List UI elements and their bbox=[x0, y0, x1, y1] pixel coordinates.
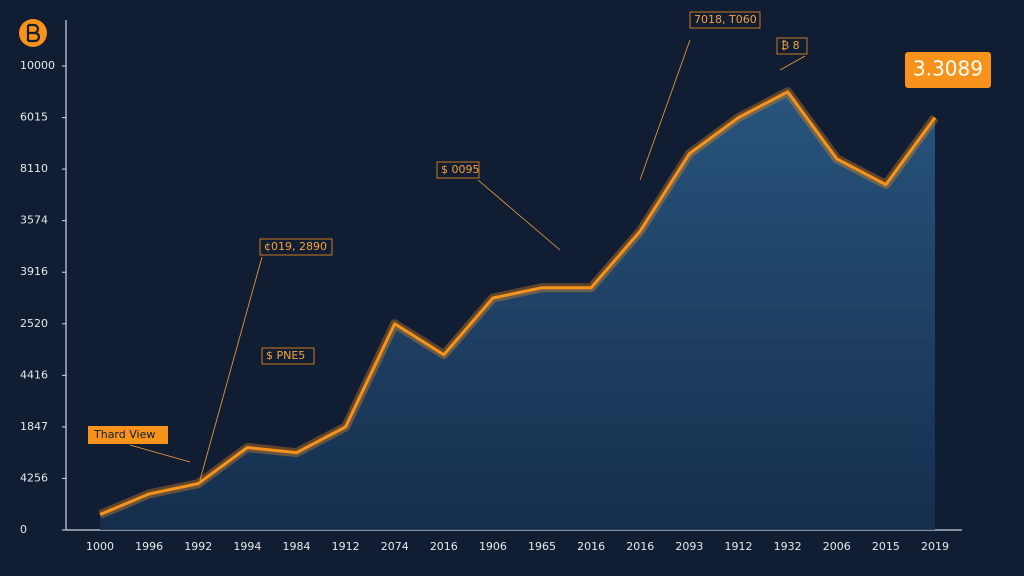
leader-line bbox=[129, 444, 191, 463]
x-tick-label: 1992 bbox=[184, 540, 212, 553]
y-tick-label: 3574 bbox=[20, 214, 48, 227]
y-tick-label: 8110 bbox=[20, 162, 48, 175]
x-tick-label: 1984 bbox=[282, 540, 310, 553]
annotation-box bbox=[776, 37, 808, 55]
y-tick-label: 2520 bbox=[20, 317, 48, 330]
x-tick-label: 2016 bbox=[577, 540, 605, 553]
annotation-box bbox=[436, 161, 480, 179]
x-tick-label: 1912 bbox=[332, 540, 360, 553]
y-tick-label: 10000 bbox=[20, 59, 55, 72]
annotation-box bbox=[905, 52, 991, 88]
annotation: 3.3089 bbox=[913, 57, 983, 81]
x-tick-label: 1906 bbox=[479, 540, 507, 553]
y-tick-label: 4416 bbox=[20, 368, 48, 381]
annotation: ¢019, 2890 bbox=[264, 240, 327, 253]
x-tick-label: 1994 bbox=[233, 540, 261, 553]
leader-line bbox=[639, 39, 691, 181]
x-tick-label: 2093 bbox=[675, 540, 703, 553]
leader-line bbox=[779, 55, 806, 71]
annotation: $ PNE5 bbox=[266, 349, 305, 362]
x-tick-label: 1000 bbox=[86, 540, 114, 553]
line bbox=[99, 90, 937, 516]
annotation: 7018, T060 bbox=[694, 13, 757, 26]
x-tick-label: 2016 bbox=[430, 540, 458, 553]
y-tick-label: 0 bbox=[20, 523, 27, 536]
x-tick-label: 2016 bbox=[626, 540, 654, 553]
x-tick-label: 2015 bbox=[872, 540, 900, 553]
annotation-box bbox=[259, 238, 333, 256]
annotation: Thard View bbox=[93, 428, 155, 441]
x-tick-label: 2006 bbox=[823, 540, 851, 553]
annotation: $ 0095 bbox=[441, 163, 480, 176]
leader-line bbox=[199, 256, 263, 481]
x-tick-label: 2019 bbox=[921, 540, 949, 553]
y-tick-label: 6015 bbox=[20, 111, 48, 124]
y-tick-label: 3916 bbox=[20, 265, 48, 278]
annotation-box bbox=[261, 347, 315, 365]
logo bbox=[19, 19, 47, 47]
x-tick-label: 1996 bbox=[135, 540, 163, 553]
area bbox=[100, 91, 935, 531]
y-tick-label: 1847 bbox=[20, 420, 48, 433]
y-tick-label: 4256 bbox=[20, 471, 48, 484]
x-tick-label: 1912 bbox=[725, 540, 753, 553]
x-tick-label: 1932 bbox=[774, 540, 802, 553]
leader-line bbox=[477, 179, 561, 251]
annotation-box bbox=[689, 11, 761, 29]
x-tick-label: 1965 bbox=[528, 540, 556, 553]
x-tick-label: 2074 bbox=[381, 540, 409, 553]
annotation-box bbox=[88, 426, 168, 444]
annotation: ₿ 8 bbox=[781, 39, 800, 52]
